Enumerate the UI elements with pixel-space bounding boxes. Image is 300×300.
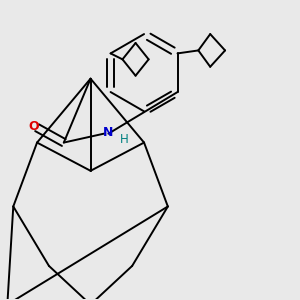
Text: N: N bbox=[103, 126, 114, 139]
Text: H: H bbox=[120, 133, 129, 146]
Text: O: O bbox=[29, 120, 39, 133]
